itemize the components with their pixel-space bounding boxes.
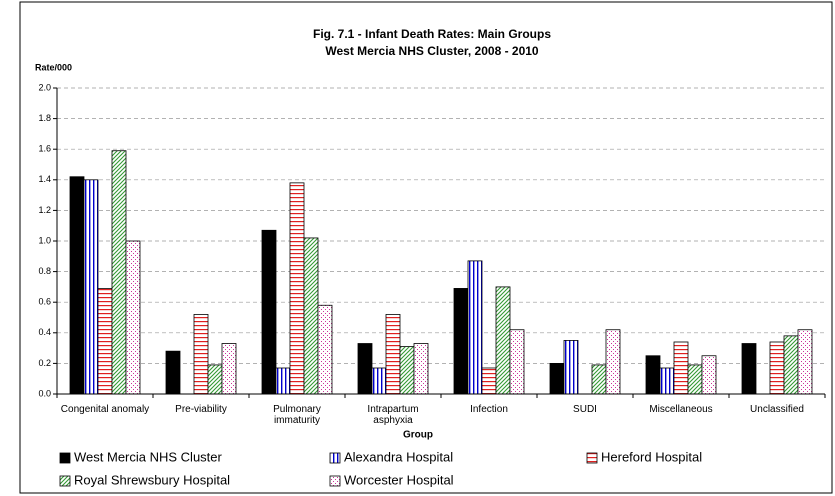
bar [193,314,209,395]
y-tick-label: 1.8 [38,113,51,123]
x-tick-label: Unclassified [750,404,804,415]
y-tick-label: 1.0 [38,235,51,245]
bar [289,182,305,395]
bar [645,355,661,395]
bar [371,367,387,395]
x-tick-label: Intrapartum asphyxia [367,404,419,426]
x-tick-label: SUDI [573,404,597,415]
bar [221,343,237,395]
y-tick-label: 1.4 [38,174,51,184]
bar [207,364,223,395]
bar [111,150,127,395]
legend-swatch [329,452,341,464]
bar [549,362,565,395]
y-tick-label: 0.8 [38,266,51,276]
y-tick-label: 1.2 [38,205,51,215]
chart-border [19,1,833,494]
bar [317,304,333,395]
y-tick-label: 0.4 [38,327,51,337]
bar [495,286,511,395]
bar [357,343,373,395]
bar [591,364,607,395]
bar [83,179,99,395]
x-tick-label: Infection [470,404,508,415]
bar [509,329,525,395]
y-tick-label: 0.0 [38,388,51,398]
legend-label: Hereford Hospital [601,449,702,464]
bar [687,364,703,395]
x-tick-label: Congenital anomaly [60,404,150,415]
bar [673,341,689,395]
bar [399,346,415,395]
chart-title: Fig. 7.1 - Infant Death Rates: Main Grou… [313,27,551,41]
bar [261,229,277,395]
legend-label: Alexandra Hospital [344,449,453,464]
bar [783,335,799,395]
y-axis-label: Rate/000 [35,62,72,72]
chart-subtitle: West Mercia NHS Cluster, 2008 - 2010 [325,44,539,58]
legend-swatch [329,475,341,487]
y-tick-label: 0.6 [38,297,51,307]
bar [453,288,469,395]
bar [481,367,497,395]
x-tick-label: Pulmonary immaturity [273,404,321,426]
x-tick-label: Pre-viability [175,404,227,415]
bar [797,329,813,395]
legend-swatch [59,452,71,464]
bar [701,355,717,395]
bar [769,341,785,395]
bar [385,314,401,395]
bar [741,343,757,395]
legend-label: Royal Shrewsbury Hospital [74,472,230,487]
bar [69,176,85,395]
legend-swatch [586,452,598,464]
bar [605,329,621,395]
y-tick-label: 1.6 [38,144,51,154]
y-tick-label: 2.0 [38,82,51,92]
bar [659,367,675,395]
bar [563,340,579,395]
bar [275,367,291,395]
bar [467,260,483,395]
x-axis-label: Group [403,430,433,441]
x-tick-label: Miscellaneous [649,404,713,415]
legend-label: West Mercia NHS Cluster [74,449,223,464]
legend-swatch [59,475,71,487]
bar [125,240,141,395]
legend-label: Worcester Hospital [344,472,454,487]
bar [97,288,113,395]
bar [413,343,429,395]
y-tick-label: 0.2 [38,358,51,368]
bar [303,237,319,395]
bar [165,350,181,395]
